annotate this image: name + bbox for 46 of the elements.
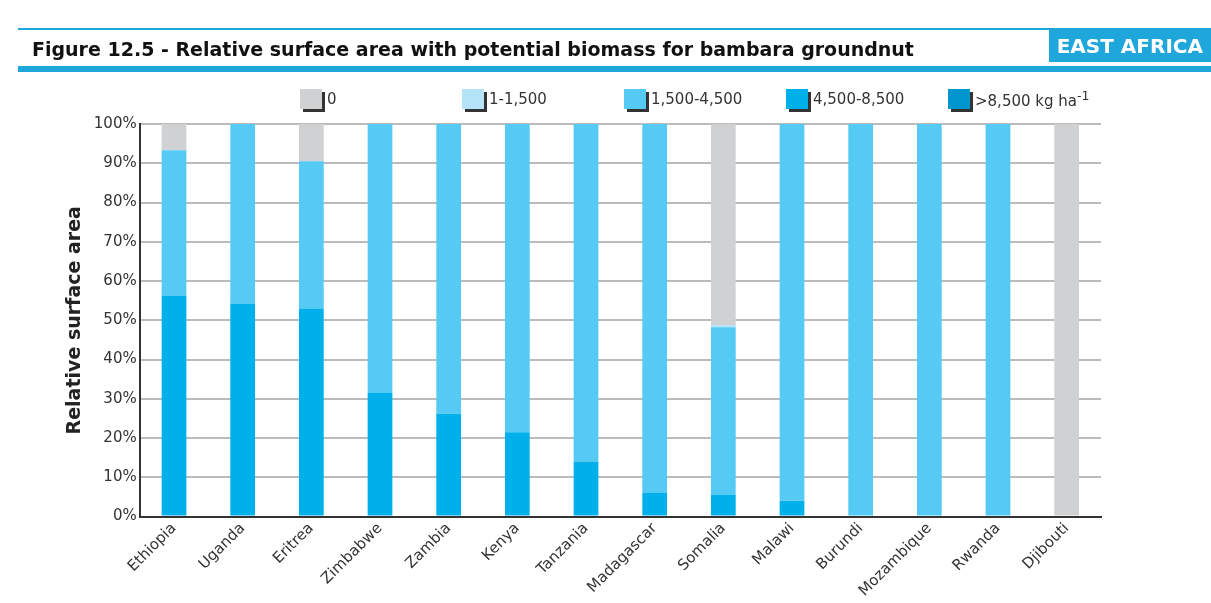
y-tick-label: 30% xyxy=(103,388,137,407)
bar xyxy=(230,124,256,304)
bar xyxy=(367,124,393,393)
chart-subtitle: EAST AFRICA xyxy=(1048,30,1211,62)
y-tick-label: 70% xyxy=(103,231,137,250)
bar xyxy=(436,124,462,414)
bar xyxy=(710,327,736,495)
y-tick-label: 90% xyxy=(103,153,137,172)
y-tick-label: 20% xyxy=(103,427,137,446)
legend-label: >8,500 kg ha$^{-1}$ xyxy=(975,88,1090,110)
bar xyxy=(298,124,324,162)
chart-title: Figure 12.5 - Relative surface area with potential biomass for bambara groundnut xyxy=(32,38,914,60)
bar xyxy=(161,124,187,151)
bar xyxy=(642,124,668,494)
bar xyxy=(985,124,1011,516)
bar xyxy=(710,494,736,516)
bar xyxy=(367,392,393,516)
legend-label: 1,500-4,500 xyxy=(651,90,743,108)
bar xyxy=(779,500,805,516)
bar xyxy=(161,295,187,516)
bar xyxy=(1054,124,1080,516)
bar xyxy=(573,124,599,462)
bar xyxy=(916,124,942,516)
y-tick-label: 80% xyxy=(103,192,137,211)
legend-label: 0 xyxy=(327,90,337,108)
y-tick-label: 40% xyxy=(103,349,137,368)
y-tick-label: 10% xyxy=(103,467,137,486)
bar xyxy=(779,124,805,501)
y-tick-label: 50% xyxy=(103,310,137,329)
bar xyxy=(436,413,462,516)
bar xyxy=(161,150,187,296)
legend-label: 4,500-8,500 xyxy=(813,90,905,108)
bar xyxy=(573,461,599,516)
bar xyxy=(710,124,736,325)
bar xyxy=(298,308,324,516)
bar xyxy=(504,124,530,433)
legend-label: 1-1,500 xyxy=(489,90,547,108)
y-tick-label: 60% xyxy=(103,270,137,289)
bar xyxy=(298,161,324,309)
bar xyxy=(848,124,874,516)
y-axis-title: Relative surface area xyxy=(62,206,85,435)
bar xyxy=(642,493,668,516)
y-tick-label: 0% xyxy=(112,506,137,525)
bar xyxy=(504,432,530,516)
y-tick-label: 100% xyxy=(93,113,137,132)
bar xyxy=(230,303,256,516)
